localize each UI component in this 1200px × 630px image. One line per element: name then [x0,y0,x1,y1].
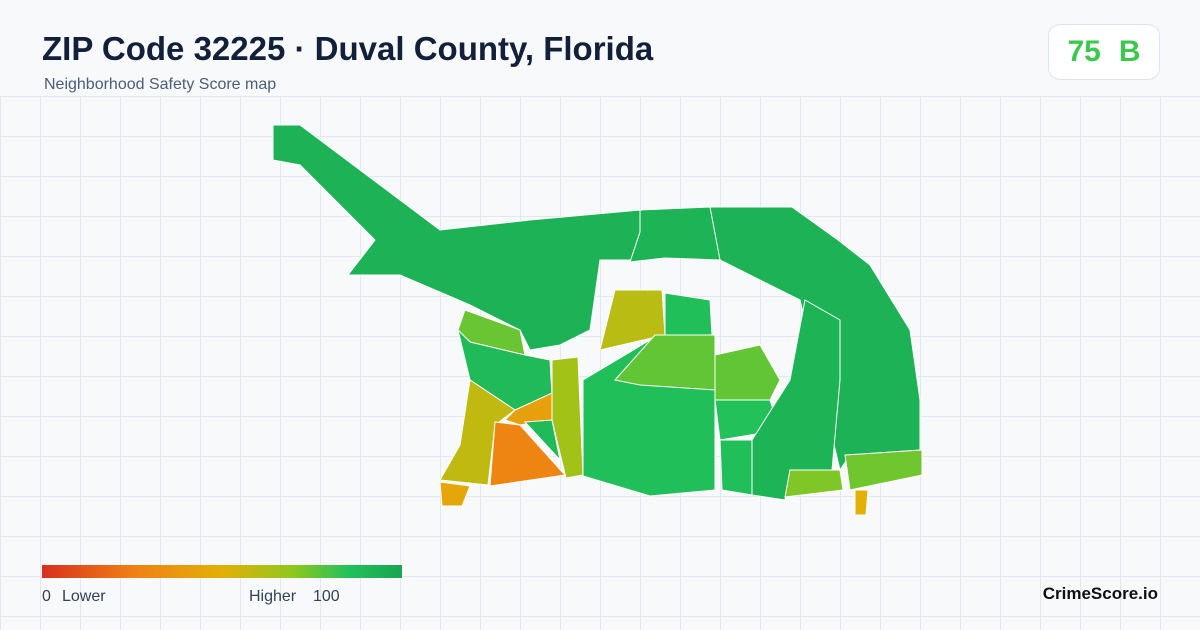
region [664,292,713,336]
region [844,449,923,491]
title: ZIP Code 32225 · Duval County, Florida [42,30,654,67]
legend-gradient [42,565,402,578]
region [272,124,641,351]
region [629,206,721,263]
legend-max: 100 [313,588,340,605]
legend-min: 0 [42,588,51,605]
grade: B [1118,35,1141,68]
region [784,469,844,498]
legend-max-label: Higher [249,588,297,605]
grid [0,96,1200,630]
legend-min-label: Lower [62,588,106,605]
region [439,481,471,507]
score: 75 [1067,35,1101,68]
region [854,489,869,516]
region [551,356,584,479]
region [523,419,561,462]
brand: CrimeScore.io [1042,584,1158,603]
region [751,299,841,501]
region [719,439,753,496]
region [714,344,781,401]
subtitle: Neighborhood Safety Score map [44,76,277,93]
score-badge: 75 B [1048,24,1160,80]
